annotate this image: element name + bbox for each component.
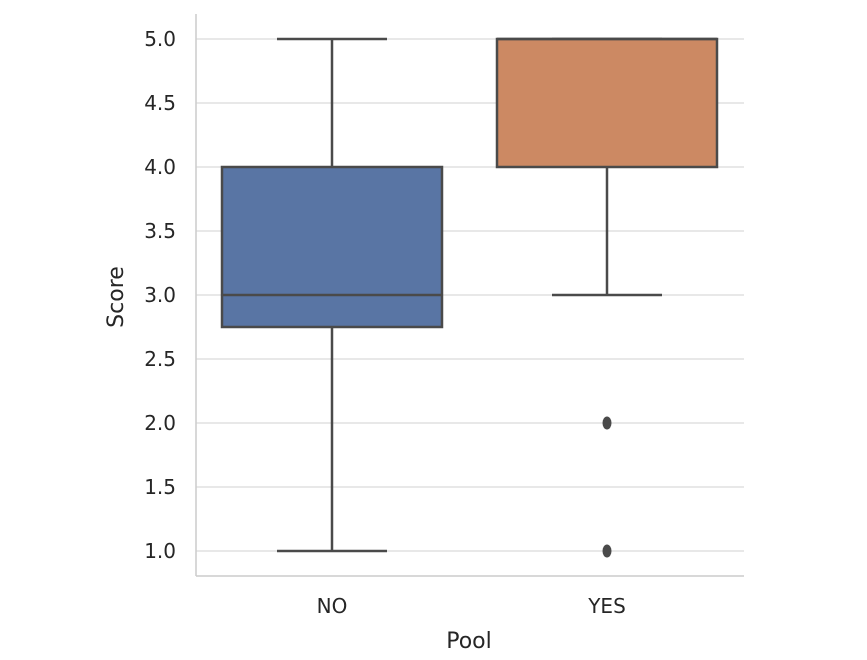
boxes: [220, 37, 719, 558]
y-tick-labels: 1.0 1.5 2.0 2.5 3.0 3.5 4.0 4.5 5.0: [144, 27, 176, 563]
box-no: [220, 37, 444, 553]
outlier-point: [602, 416, 612, 430]
x-tick-labels: NO YES: [317, 594, 626, 618]
iqr-box: [495, 37, 719, 169]
y-tick-label: 2.5: [144, 347, 176, 371]
x-axis-title: Pool: [446, 629, 492, 654]
y-tick-label: 3.5: [144, 219, 176, 243]
iqr-box: [220, 165, 444, 329]
y-tick-label: 4.5: [144, 91, 176, 115]
axes: [195, 14, 744, 577]
y-tick-label: 3.0: [144, 283, 176, 307]
x-tick-label: NO: [317, 594, 348, 618]
y-tick-label: 5.0: [144, 27, 176, 51]
x-tick-label: YES: [587, 594, 626, 618]
y-tick-label: 4.0: [144, 155, 176, 179]
y-axis-title: Score: [104, 266, 129, 328]
y-tick-label: 1.5: [144, 475, 176, 499]
y-tick-label: 1.0: [144, 539, 176, 563]
outlier-point: [602, 544, 612, 558]
box-yes: [495, 37, 719, 558]
y-tick-label: 2.0: [144, 411, 176, 435]
